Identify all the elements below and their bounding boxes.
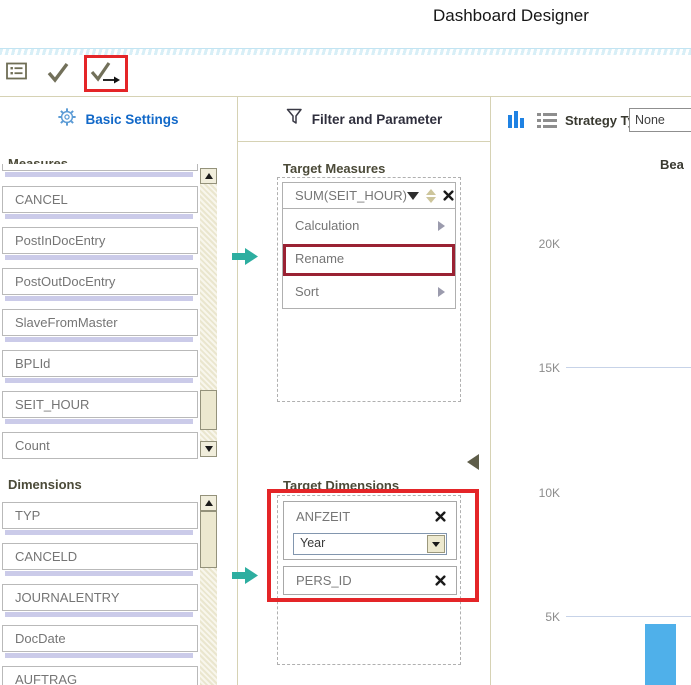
list-item-partial[interactable] [2, 164, 198, 177]
measure-item[interactable]: CANCEL [2, 186, 198, 219]
list-view-icon[interactable] [537, 113, 557, 128]
measure-item-label: PostOutDocEntry [15, 274, 116, 289]
measure-item-label: BPLId [15, 356, 51, 371]
triangle-up-icon [425, 188, 436, 195]
menu-item-label: Calculation [295, 218, 360, 233]
measure-field-label: SUM(SEIT_HOUR) [295, 188, 407, 203]
gear-icon [58, 108, 77, 131]
strategy-type-label: Strategy Type [565, 113, 651, 128]
measure-item[interactable]: PostOutDocEntry [2, 268, 198, 301]
decorative-stripe-band [0, 48, 691, 55]
measure-item[interactable]: BPLId [2, 350, 198, 383]
panel-divider-left [237, 97, 238, 685]
documents-icon[interactable] [5, 60, 29, 85]
dimension-item[interactable]: JOURNALENTRY [2, 584, 198, 617]
collapse-panel-handle[interactable] [467, 454, 479, 470]
measures-scrollbar[interactable] [200, 168, 217, 457]
y-axis-tick: 15K [538, 361, 560, 375]
gridline [566, 367, 691, 368]
highlight-box-target-dimensions [267, 489, 479, 602]
dimension-field-anfzeit[interactable]: ANFZEIT Year [283, 501, 457, 560]
dimension-item-label: TYP [15, 508, 41, 523]
triangle-up-icon [204, 500, 213, 506]
check-run-icon[interactable] [90, 60, 122, 89]
target-measures-label: Target Measures [283, 161, 386, 176]
dimension-item-label: DocDate [15, 631, 66, 646]
assign-arrow-icon [232, 567, 259, 589]
triangle-down-icon [432, 541, 440, 547]
measure-item-label: PostInDocEntry [15, 233, 106, 248]
dimension-item[interactable]: TYP [2, 502, 198, 535]
scroll-up-button[interactable] [200, 495, 217, 511]
dropdown-caret-icon[interactable] [406, 191, 419, 200]
panel-divider-horizontal [0, 96, 691, 97]
scrollbar-track[interactable] [200, 184, 217, 441]
funnel-icon [286, 108, 303, 130]
submenu-arrow-icon [438, 221, 445, 231]
highlight-box-run-button [84, 55, 128, 92]
target-dimensions-dropzone[interactable] [277, 495, 461, 665]
dimensions-label: Dimensions [8, 477, 82, 492]
tab-filter-and-parameter-label: Filter and Parameter [311, 111, 443, 127]
scroll-up-button[interactable] [200, 168, 217, 184]
highlight-box-rename [283, 244, 455, 276]
granularity-value: Year [300, 536, 326, 550]
measure-item-label: CANCEL [15, 192, 68, 207]
measure-item-label: SEIT_HOUR [15, 397, 90, 412]
dimension-item[interactable]: DocDate [2, 625, 198, 658]
check-icon[interactable] [46, 60, 70, 87]
strategy-type-value: None [635, 113, 665, 127]
chart-title: Bea [660, 157, 684, 172]
menu-item-label: Sort [295, 284, 319, 299]
panel-divider-right [490, 97, 491, 685]
tab-filter-and-parameter[interactable]: Filter and Parameter [238, 97, 490, 142]
scrollbar-thumb[interactable] [200, 511, 217, 568]
measure-item[interactable]: Count [2, 432, 198, 459]
remove-icon[interactable] [435, 575, 446, 586]
measure-item-label: SlaveFromMaster [15, 315, 118, 330]
triangle-up-icon [204, 173, 213, 179]
menu-item-label: Rename [295, 251, 345, 266]
dimension-field-pers-id[interactable]: PERS_ID [283, 566, 457, 595]
measure-field[interactable]: SUM(SEIT_HOUR) [283, 183, 455, 209]
remove-icon[interactable] [443, 190, 454, 201]
assign-arrow-icon [232, 248, 259, 270]
measure-item[interactable]: PostInDocEntry [2, 227, 198, 260]
triangle-down-icon [425, 196, 436, 203]
submenu-arrow-icon [438, 287, 445, 297]
strategy-type-select[interactable]: None [629, 108, 691, 132]
menu-item-rename[interactable]: Rename [283, 242, 455, 275]
target-measures-dropzone[interactable] [277, 177, 461, 402]
scrollbar-thumb[interactable] [200, 390, 217, 430]
dimension-item[interactable]: AUFTRAG [2, 666, 198, 685]
move-updown-icon[interactable] [425, 188, 436, 203]
y-axis-tick: 5K [545, 610, 560, 624]
y-axis-tick: 20K [538, 237, 560, 251]
measure-item-label: Count [15, 438, 50, 453]
tab-basic-settings-label: Basic Settings [85, 112, 179, 127]
dimension-item-label: CANCELD [15, 549, 78, 564]
y-axis-tick: 10K [538, 486, 560, 500]
combo-dropdown-button[interactable] [427, 535, 445, 553]
dimension-item-label: AUFTRAG [15, 672, 78, 685]
dimension-item-label: JOURNALENTRY [15, 590, 120, 605]
remove-icon[interactable] [435, 510, 446, 522]
dimensions-scrollbar[interactable] [200, 495, 217, 685]
dimension-field-label: PERS_ID [296, 573, 352, 588]
triangle-down-icon [204, 446, 213, 452]
dimension-field-label: ANFZEIT [296, 508, 351, 524]
gridline [566, 616, 691, 617]
measure-item[interactable]: SEIT_HOUR [2, 391, 198, 424]
tab-basic-settings[interactable]: Basic Settings [0, 97, 237, 142]
scroll-down-button[interactable] [200, 441, 217, 457]
bar-chart-view-icon[interactable] [508, 111, 524, 128]
page-title: Dashboard Designer [433, 6, 589, 25]
dimension-item[interactable]: CANCELD [2, 543, 198, 576]
menu-item-calculation[interactable]: Calculation [283, 209, 455, 242]
chart-bar [645, 624, 676, 685]
measure-item[interactable]: SlaveFromMaster [2, 309, 198, 342]
granularity-select[interactable]: Year [293, 533, 447, 555]
menu-item-sort[interactable]: Sort [283, 275, 455, 308]
